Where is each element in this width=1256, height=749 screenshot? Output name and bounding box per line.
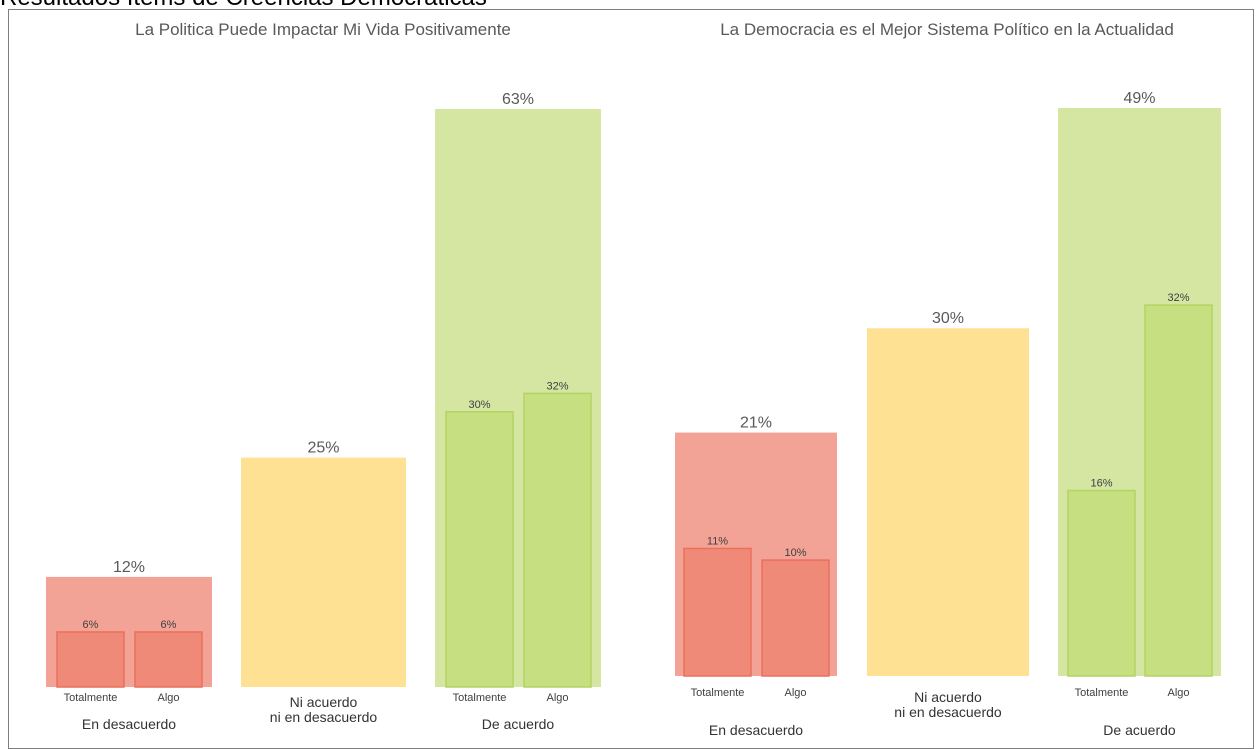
bar-sub: [683, 547, 752, 677]
bar-total-label: 21%: [740, 415, 772, 432]
category-label: Ni acuerdo ni en desacuerdo: [894, 689, 1002, 720]
sub-category-label: Algo: [157, 692, 179, 704]
bar-total-label: 12%: [113, 559, 145, 576]
bar-sub-label: 32%: [1167, 292, 1189, 304]
sub-category-label: Totalmente: [691, 687, 745, 699]
category-label: En desacuerdo: [709, 722, 803, 738]
bar-total-label: 30%: [932, 310, 964, 327]
category-label: De acuerdo: [1103, 722, 1176, 738]
bar-sub: [445, 411, 514, 688]
category-label: De acuerdo: [482, 716, 555, 732]
bar-sub-label: 16%: [1090, 478, 1112, 490]
bar-sub: [761, 559, 830, 677]
bar-sub: [1144, 304, 1213, 677]
sub-category-label: Algo: [1167, 687, 1189, 699]
bar-total-label: 63%: [502, 91, 534, 108]
sub-category-label: Algo: [546, 692, 568, 704]
bar-sub: [1067, 489, 1136, 677]
page-title: Resultados Items de Creencias Democratic…: [0, 0, 487, 12]
bar-total: [867, 328, 1029, 676]
bar-total-label: 25%: [307, 440, 339, 457]
sub-category-label: Totalmente: [64, 692, 118, 704]
category-label: Ni acuerdo ni en desacuerdo: [270, 694, 378, 725]
category-label: En desacuerdo: [82, 716, 176, 732]
category-label-line: Ni acuerdo: [914, 689, 982, 705]
sub-category-label: Totalmente: [1075, 687, 1129, 699]
category-label-line: ni en desacuerdo: [894, 704, 1002, 720]
bar-sub-label: 10%: [784, 547, 806, 559]
bar-sub-label: 11%: [707, 535, 728, 547]
bar-sub: [523, 392, 592, 688]
bar-sub: [56, 631, 125, 688]
panel-title: La Democracia es el Mejor Sistema Políti…: [720, 20, 1174, 39]
bar-total-label: 49%: [1123, 90, 1155, 107]
bar-sub-label: 32%: [546, 380, 568, 392]
bar-sub-label: 6%: [161, 619, 177, 631]
bar-sub-label: 6%: [83, 619, 99, 631]
category-label-line: ni en desacuerdo: [270, 709, 378, 725]
sub-category-label: Algo: [784, 687, 806, 699]
bar-sub: [134, 631, 203, 688]
bar-total: [241, 457, 406, 687]
panel-title: La Politica Puede Impactar Mi Vida Posit…: [135, 20, 511, 39]
category-label-line: Ni acuerdo: [290, 694, 358, 710]
bar-sub-label: 30%: [468, 399, 490, 411]
sub-category-label: Totalmente: [453, 692, 507, 704]
